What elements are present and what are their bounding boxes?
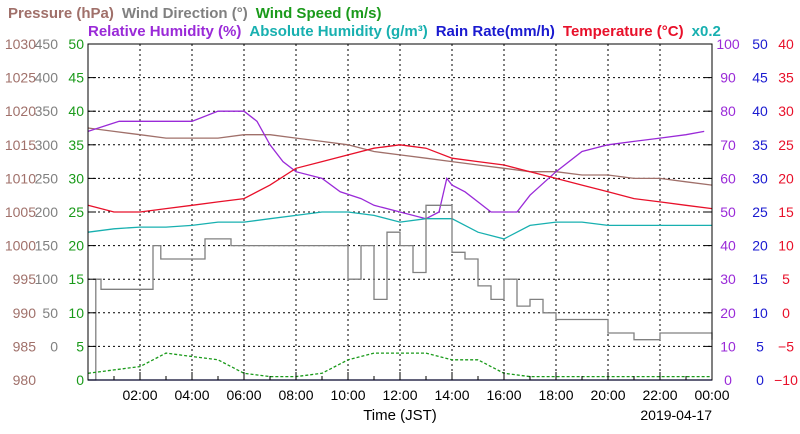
legend-entry: x0.2 — [692, 23, 721, 40]
x-tick-label: 20:00 — [590, 387, 625, 403]
relative-humidity-tick-label: 60 — [720, 170, 736, 186]
temperature-tick-label: 25 — [778, 137, 794, 153]
wind-direction-tick-label: 0 — [50, 338, 58, 354]
relative-humidity-tick-label: 20 — [720, 305, 736, 321]
relative-humidity-tick-label: 10 — [720, 338, 736, 354]
x-tick-label: 02:00 — [122, 387, 157, 403]
wind-direction-tick-label: 450 — [35, 36, 59, 52]
wind-direction-tick-label: 300 — [35, 137, 59, 153]
rain-rate-tick-label: 30 — [752, 170, 768, 186]
temperature-tick-label: 35 — [778, 70, 794, 86]
temperature-tick-label: 30 — [778, 103, 794, 119]
wind-speed-tick-label: 45 — [68, 70, 84, 86]
relative-humidity-tick-label: 80 — [720, 103, 736, 119]
legend-entry: Rain Rate(mm/h) — [436, 23, 555, 40]
relative-humidity-tick-label: 70 — [720, 137, 736, 153]
pressure-tick-label: 995 — [13, 271, 37, 287]
date-label: 2019-04-17 — [640, 407, 712, 423]
wind-speed-tick-label: 25 — [68, 204, 84, 220]
pressure-series-line — [87, 127, 713, 186]
x-tick-label: 12:00 — [382, 387, 417, 403]
series-layer — [87, 110, 713, 381]
rain-rate-tick-label: 5 — [756, 338, 764, 354]
relative-humidity-tick-label: 90 — [720, 70, 736, 86]
wind-direction-tick-label: 250 — [35, 170, 59, 186]
pressure-tick-label: 985 — [13, 338, 37, 354]
wind-direction-series-line — [88, 204, 713, 381]
wind-direction-tick-label: 150 — [35, 238, 59, 254]
relative-humidity-tick-label: 40 — [720, 238, 736, 254]
rain-rate-tick-label: 10 — [752, 305, 768, 321]
legend-entry: Absolute Humidity (g/m³) — [249, 23, 427, 40]
wind-speed-tick-label: 30 — [68, 170, 84, 186]
x-tick-label: 10:00 — [330, 387, 365, 403]
pressure-tick-label: 1025 — [5, 70, 36, 86]
relative-humidity-tick-label: 30 — [720, 271, 736, 287]
temperature-tick-label: −5 — [778, 338, 794, 354]
rain-rate-tick-label: 0 — [756, 372, 764, 388]
wind-direction-tick-label: 400 — [35, 70, 59, 86]
relative-humidity-series-line — [87, 211, 712, 240]
rain-rate-tick-label: 15 — [752, 271, 768, 287]
x-tick-label: 00:00 — [694, 387, 729, 403]
legend-entry: Wind Direction (°) — [122, 5, 248, 22]
legend-entry: Pressure (hPa) — [8, 5, 114, 22]
x-tick-label: 22:00 — [642, 387, 677, 403]
wind-speed-tick-label: 20 — [68, 238, 84, 254]
wind-speed-tick-label: 0 — [76, 372, 84, 388]
rain-rate-tick-label: 45 — [752, 70, 768, 86]
relative-humidity-tick-label: 0 — [724, 372, 732, 388]
wind-direction-tick-label: 100 — [35, 271, 59, 287]
temperature-tick-label: −10 — [774, 372, 798, 388]
temperature-tick-label: 20 — [778, 170, 794, 186]
temperature-tick-label: 5 — [782, 271, 790, 287]
wind-speed-tick-label: 10 — [68, 305, 84, 321]
pressure-tick-label: 1030 — [5, 36, 36, 52]
rain-rate-tick-label: 20 — [752, 238, 768, 254]
axis-labels: 1030102510201015101010051000995990985980… — [5, 36, 798, 388]
x-tick-label: 06:00 — [226, 387, 261, 403]
x-tick-label: 16:00 — [486, 387, 521, 403]
rain-rate-tick-label: 50 — [752, 36, 768, 52]
relative-humidity-tick-label: 50 — [720, 204, 736, 220]
wind-direction-tick-label: 350 — [35, 103, 59, 119]
wind-speed-tick-label: 15 — [68, 271, 84, 287]
rain-rate-tick-label: 25 — [752, 204, 768, 220]
pressure-tick-label: 990 — [13, 305, 37, 321]
temperature-tick-label: 0 — [782, 305, 790, 321]
wind-direction-tick-label: 200 — [35, 204, 59, 220]
wind-speed-tick-label: 35 — [68, 137, 84, 153]
pressure-tick-label: 1015 — [5, 137, 36, 153]
x-tick-label: 18:00 — [538, 387, 573, 403]
rain-rate-tick-label: 35 — [752, 137, 768, 153]
x-tick-label: 14:00 — [434, 387, 469, 403]
rain-rate-tick-label: 40 — [752, 103, 768, 119]
wind-speed-tick-label: 50 — [68, 36, 84, 52]
pressure-tick-label: 1000 — [5, 238, 36, 254]
header-legend: Pressure (hPa) Wind Direction (°) Wind Spe… — [8, 5, 721, 40]
wind-speed-tick-label: 5 — [76, 338, 84, 354]
x-tick-label: 08:00 — [278, 387, 313, 403]
x-axis-label: Time (JST) — [363, 407, 437, 424]
legend-entry: Wind Speed (m/s) — [256, 5, 382, 22]
wind-direction-tick-label: 50 — [42, 305, 58, 321]
temperature-series-line — [87, 144, 713, 213]
wind-speed-tick-label: 40 — [68, 103, 84, 119]
temperature-tick-label: 40 — [778, 36, 794, 52]
legend-entry: Temperature (°C) — [563, 23, 684, 40]
relative-humidity-tick-label: 100 — [716, 36, 740, 52]
pressure-tick-label: 1010 — [5, 170, 36, 186]
temperature-tick-label: 15 — [778, 204, 794, 220]
x-axis-ticks: 02:00 04:00 06:00 08:00 10:00 12:00 14:00 16:00… — [87, 372, 730, 403]
pressure-tick-label: 980 — [13, 372, 37, 388]
x-tick-label: 04:00 — [174, 387, 209, 403]
pressure-tick-label: 1020 — [5, 103, 36, 119]
pressure-tick-label: 1005 — [5, 204, 36, 220]
temperature-tick-label: 10 — [778, 238, 794, 254]
legend-entry: Relative Humidity (%) — [88, 23, 241, 40]
